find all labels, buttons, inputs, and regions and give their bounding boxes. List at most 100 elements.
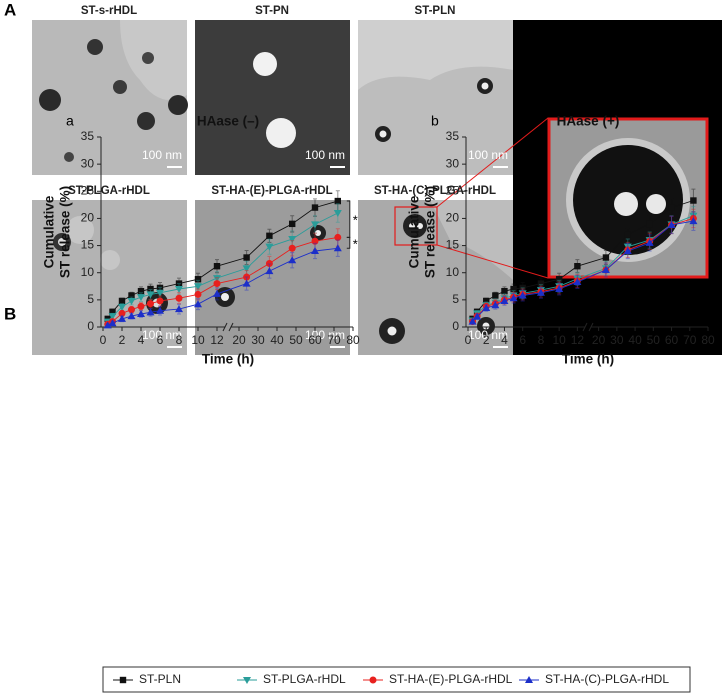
- y-axis-label: ST release (%): [58, 186, 73, 278]
- tem-images: [32, 20, 722, 355]
- y-tick-label: 25: [446, 183, 460, 197]
- marker: [573, 277, 582, 285]
- y-tick-label: 35: [81, 129, 95, 143]
- marker: [243, 273, 251, 281]
- x-tick-label: 70: [683, 333, 697, 347]
- y-tick-label: 10: [446, 265, 460, 279]
- marker: [334, 233, 342, 241]
- x-tick-label: 12: [210, 333, 224, 347]
- marker: [156, 297, 164, 305]
- x-tick-label: 4: [138, 333, 145, 347]
- marker: [103, 321, 112, 329]
- marker: [288, 244, 296, 252]
- marker: [119, 676, 127, 684]
- y-axis-label: ST release (%): [423, 186, 438, 278]
- legend-label: ST-HA-(E)-PLGA-rHDL: [389, 672, 513, 686]
- marker: [175, 280, 183, 287]
- x-tick-label: 20: [232, 333, 246, 347]
- marker: [265, 259, 273, 267]
- scale-bar-label: 100 nm: [305, 148, 345, 162]
- x-tick-label: 2: [483, 333, 490, 347]
- marker: [146, 291, 155, 299]
- marker: [194, 283, 202, 291]
- x-tick-label: 50: [289, 333, 303, 347]
- x-tick-label: 6: [157, 333, 164, 347]
- marker: [690, 197, 697, 204]
- x-tick-label: 60: [308, 333, 322, 347]
- marker: [624, 231, 631, 238]
- marker: [519, 284, 526, 292]
- marker: [137, 302, 145, 310]
- marker: [156, 289, 164, 297]
- marker: [509, 294, 518, 302]
- y-tick-label: 5: [452, 292, 459, 306]
- image-title: ST-PLN: [415, 5, 456, 17]
- x-tick-label: 80: [701, 333, 715, 347]
- image-title: ST-PLGA-rHDL: [68, 185, 150, 197]
- marker: [602, 254, 610, 261]
- axis-break: [582, 322, 594, 332]
- significance-mark: *: [353, 236, 358, 251]
- marker: [536, 288, 545, 296]
- chart-title: HAase (–): [197, 114, 259, 129]
- x-axis-label: Time (h): [202, 352, 254, 367]
- marker: [482, 304, 491, 311]
- marker: [334, 197, 341, 205]
- x-tick-label: 50: [647, 333, 661, 347]
- panel-label: A: [4, 0, 16, 19]
- marker: [194, 290, 202, 298]
- y-tick-label: 30: [81, 156, 95, 170]
- marker: [213, 275, 221, 283]
- image-title: ST-HA-(E)-PLGA-rHDL: [211, 185, 332, 197]
- marker: [483, 297, 490, 305]
- marker: [175, 294, 183, 302]
- legend: [102, 666, 691, 693]
- marker: [118, 303, 126, 311]
- marker: [265, 243, 274, 251]
- marker: [689, 217, 698, 225]
- y-tick-label: 20: [81, 211, 95, 225]
- marker: [369, 676, 377, 684]
- y-tick-label: 0: [87, 319, 94, 333]
- x-tick-label: 6: [519, 333, 526, 347]
- axis-break: [222, 322, 234, 332]
- y-tick-label: 5: [87, 292, 94, 306]
- marker: [118, 309, 126, 317]
- marker: [473, 312, 482, 320]
- x-tick-label: 0: [100, 333, 107, 347]
- marker: [147, 285, 154, 293]
- panel-label: B: [4, 304, 16, 323]
- marker: [288, 256, 297, 264]
- significance-bracket: [346, 236, 351, 249]
- x-axis-label: Time (h): [562, 352, 614, 367]
- legend-label: ST-PLGA-rHDL: [263, 672, 346, 686]
- tem-image: [32, 200, 187, 355]
- legend-label: ST-HA-(C)-PLGA-rHDL: [545, 672, 669, 686]
- marker: [333, 244, 342, 252]
- marker: [243, 254, 250, 261]
- marker: [175, 286, 183, 293]
- image-title: ST-PN: [255, 5, 289, 17]
- marker: [333, 210, 342, 217]
- marker: [156, 306, 164, 314]
- marker: [266, 232, 273, 239]
- marker: [500, 296, 509, 304]
- marker: [108, 313, 117, 321]
- marker: [510, 285, 517, 293]
- marker: [175, 305, 183, 313]
- y-tick-label: 30: [446, 156, 460, 170]
- marker: [311, 237, 319, 245]
- marker: [213, 280, 221, 288]
- marker: [156, 284, 164, 292]
- tem-image: [195, 200, 350, 355]
- x-tick-label: 10: [552, 333, 566, 347]
- marker: [537, 280, 545, 287]
- marker: [555, 285, 564, 292]
- marker: [137, 309, 145, 317]
- legend-label: ST-PLN: [139, 672, 181, 686]
- marker: [525, 676, 533, 683]
- x-tick-label: 4: [501, 333, 508, 347]
- marker: [288, 236, 297, 244]
- marker: [128, 292, 135, 299]
- scale-bar-label: 100 nm: [468, 328, 508, 342]
